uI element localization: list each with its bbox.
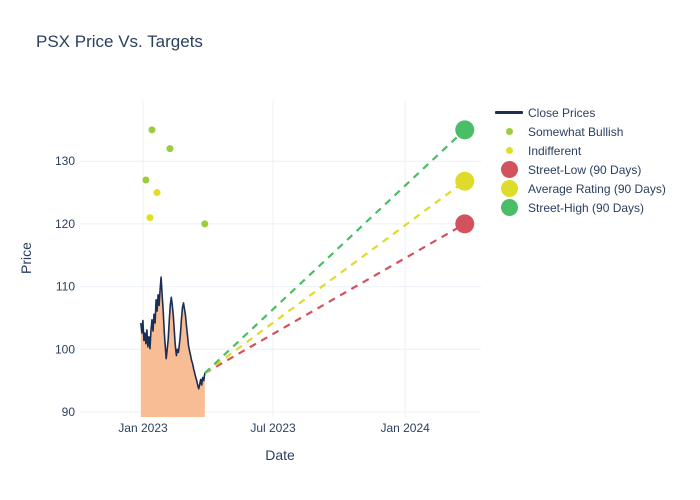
street-high-dot-icon bbox=[492, 199, 526, 216]
target-dot-street-low[interactable] bbox=[455, 214, 475, 234]
somewhat-bullish-point[interactable] bbox=[148, 126, 156, 134]
legend-label: Street-High (90 Days) bbox=[528, 200, 645, 215]
street-low-dot-icon bbox=[492, 161, 526, 178]
legend-label: Close Prices bbox=[528, 105, 596, 120]
legend-item-average-rating[interactable]: Average Rating (90 Days) bbox=[492, 179, 666, 198]
indifferent-point[interactable] bbox=[153, 189, 161, 197]
target-projection-line-street-low[interactable] bbox=[204, 222, 466, 375]
somewhat-bullish-point[interactable] bbox=[166, 145, 174, 153]
target-projection-line-average-rating[interactable] bbox=[204, 180, 466, 375]
legend-label: Average Rating (90 Days) bbox=[528, 181, 666, 196]
legend-item-somewhat-bullish[interactable]: Somewhat Bullish bbox=[492, 122, 666, 141]
y-tick-label: 100 bbox=[55, 342, 75, 356]
legend-item-indifferent[interactable]: Indifferent bbox=[492, 141, 666, 160]
y-axis-title: Price bbox=[18, 242, 34, 274]
average-rating-dot-icon bbox=[492, 180, 526, 197]
close-prices-line[interactable] bbox=[140, 276, 206, 390]
y-tick-label: 90 bbox=[62, 405, 76, 419]
target-dot-average-rating[interactable] bbox=[455, 171, 475, 191]
x-tick-label: Jul 2023 bbox=[250, 421, 296, 435]
x-tick-label: Jan 2024 bbox=[380, 421, 430, 435]
plot-area[interactable] bbox=[80, 100, 481, 417]
indifferent-point[interactable] bbox=[146, 214, 154, 222]
legend-item-street-low[interactable]: Street-Low (90 Days) bbox=[492, 160, 666, 179]
somewhat-bullish-dot-icon bbox=[492, 128, 526, 135]
legend-label: Indifferent bbox=[528, 143, 582, 158]
close-prices-line-swatch bbox=[492, 111, 526, 114]
somewhat-bullish-point[interactable] bbox=[201, 220, 209, 228]
legend-item-street-high[interactable]: Street-High (90 Days) bbox=[492, 198, 666, 217]
x-axis-title: Date bbox=[265, 447, 295, 463]
legend-item-close-prices[interactable]: Close Prices bbox=[492, 103, 666, 122]
grid-layer bbox=[80, 100, 481, 417]
y-tick-label: 130 bbox=[55, 154, 75, 168]
legend: Close Prices Somewhat Bullish Indifferen… bbox=[492, 103, 666, 217]
legend-label: Somewhat Bullish bbox=[528, 124, 624, 139]
indifferent-dot-icon bbox=[492, 147, 526, 154]
series-layer bbox=[140, 120, 475, 417]
somewhat-bullish-point[interactable] bbox=[142, 176, 150, 184]
close-prices-area[interactable] bbox=[140, 277, 205, 417]
y-tick-label: 110 bbox=[56, 280, 75, 294]
legend-label: Street-Low (90 Days) bbox=[528, 162, 642, 177]
x-tick-label: Jan 2023 bbox=[118, 421, 168, 435]
chart-title: PSX Price Vs. Targets bbox=[36, 32, 203, 51]
target-dot-street-high[interactable] bbox=[455, 120, 475, 140]
y-tick-label: 120 bbox=[55, 217, 75, 231]
tick-layer: 90 100 110 120 130 Jan 2023 Jul 2023 Jan 2024 bbox=[55, 154, 430, 435]
